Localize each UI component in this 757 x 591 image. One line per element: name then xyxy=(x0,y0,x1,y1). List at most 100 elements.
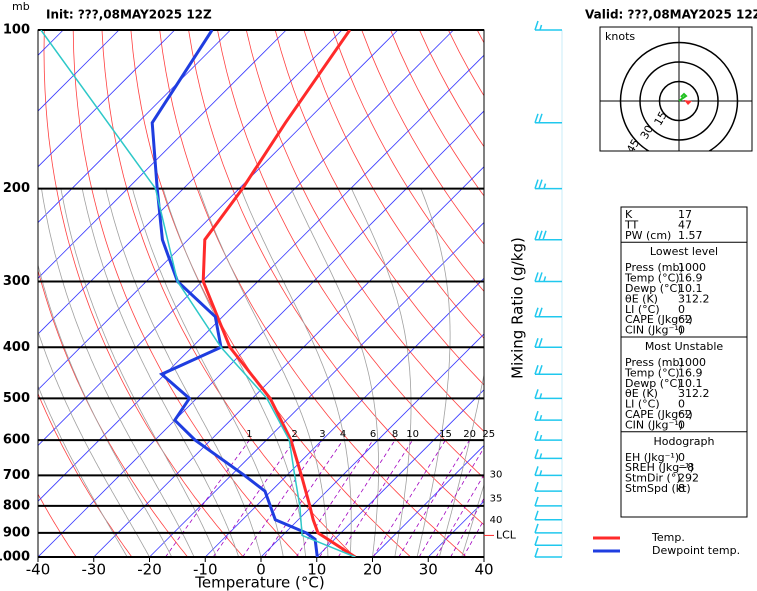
isotherm xyxy=(38,30,287,279)
wind-barb xyxy=(534,272,562,283)
barb-feather xyxy=(538,179,543,189)
index-name: StmDir (°) xyxy=(625,472,681,485)
mixing-ratio-label: Mixing Ratio (g/kg) xyxy=(509,237,527,379)
x-tick-label: -20 xyxy=(137,561,162,579)
moist-adiabat xyxy=(60,188,217,557)
index-value: −8 xyxy=(678,461,694,474)
mixing-ratio-tick-label: 4 xyxy=(340,429,346,440)
dry-adiabat xyxy=(303,30,484,339)
wind-barb xyxy=(534,410,562,421)
index-name: K xyxy=(625,208,633,221)
barb-feather xyxy=(539,393,543,399)
index-value: 8 xyxy=(678,482,685,495)
barb-feather xyxy=(534,449,539,459)
wind-barb xyxy=(534,113,562,124)
isotherm xyxy=(38,30,454,447)
index-value: 10.1 xyxy=(678,282,703,295)
isotherm xyxy=(38,30,231,224)
valid-time: Valid: ???,08MAY2025 12Z xyxy=(585,8,757,22)
wind-barb xyxy=(534,496,562,507)
barb-feather xyxy=(543,276,547,282)
dry-adiabat xyxy=(188,30,484,526)
isotherm xyxy=(38,110,484,557)
indices-table: K 17 TT 47 PW (cm) 1.57 Lowest level Press (mb)… xyxy=(621,208,747,495)
index-value: 1000 xyxy=(678,356,706,369)
indices-box xyxy=(620,206,748,518)
barb-feather xyxy=(539,414,543,421)
x-tick-label: 30 xyxy=(419,561,438,579)
y-tick-label: 200 xyxy=(3,181,30,196)
hodo-ring-label: 15 xyxy=(652,109,670,128)
index-value: 62 xyxy=(678,313,692,326)
mixing-ratio-tick-label: 6 xyxy=(370,429,376,440)
barb-feather xyxy=(534,20,539,31)
section-title: Lowest level xyxy=(650,245,718,258)
index-value: 16.9 xyxy=(678,272,703,285)
wind-barb xyxy=(534,20,562,31)
dry-adiabat xyxy=(332,30,484,292)
y-unit: mb xyxy=(12,0,30,13)
y-tick-label: 700 xyxy=(3,468,30,483)
wind-barb xyxy=(534,307,562,318)
index-name: Press (mb) xyxy=(625,261,684,274)
y-tick-label: 400 xyxy=(3,340,30,355)
index-value: 62 xyxy=(678,408,692,421)
hodo-trace xyxy=(678,92,688,102)
section-title: Hodograph xyxy=(654,435,715,448)
barb-feather xyxy=(534,466,539,476)
barb-feather xyxy=(534,536,539,546)
isotherm xyxy=(38,30,176,168)
index-value: 292 xyxy=(678,472,699,485)
index-name: CIN (Jkg⁻¹) xyxy=(625,418,683,431)
x-tick-label: 20 xyxy=(363,561,382,579)
isotherm xyxy=(38,30,343,335)
mixing-ratio-tick-label: 35 xyxy=(490,493,503,504)
index-name: θE (K) xyxy=(625,292,658,305)
mixing-ratio-line xyxy=(212,439,295,557)
index-name: CAPE (Jkg⁻¹) xyxy=(625,408,693,421)
barb-feather xyxy=(534,307,539,317)
barb-feather xyxy=(538,365,543,375)
hodo-ring-label: 45 xyxy=(624,137,642,156)
index-name: EH (Jkg⁻¹) xyxy=(625,451,679,464)
index-name: θE (K) xyxy=(625,387,658,400)
index-value: 0 xyxy=(678,418,685,431)
index-name: LI (°C) xyxy=(625,303,660,316)
index-value: 47 xyxy=(678,218,692,231)
y-tick-label: 800 xyxy=(3,498,30,513)
barb-feather xyxy=(542,230,547,240)
index-value: 0 xyxy=(678,303,685,316)
profiles: 1 2 3 4 6 8 10 15 20 2530354010020030040050060070… xyxy=(0,20,563,579)
moist-adiabat xyxy=(461,483,484,557)
index-value: 16.9 xyxy=(678,366,703,379)
barb-feather xyxy=(534,113,539,124)
mixing-ratio-tick-label: 8 xyxy=(392,429,398,440)
barb-feather xyxy=(543,183,547,189)
barb-feather xyxy=(539,470,543,476)
hodo-ring-label: 30 xyxy=(638,123,656,142)
mixing-ratio-tick-label: 20 xyxy=(463,429,476,440)
barb-feather xyxy=(538,307,543,317)
dry-adiabat xyxy=(274,30,484,386)
lcl-label: LCL xyxy=(496,528,517,541)
barb-feather xyxy=(538,272,543,282)
mixing-ratio-tick-label: 1 xyxy=(246,429,252,440)
storm-motion xyxy=(684,100,692,105)
index-name: SREH (Jkg⁻¹) xyxy=(625,461,694,474)
index-value: 10.1 xyxy=(678,377,703,390)
init-time: Init: ???,08MAY2025 12Z xyxy=(46,8,212,22)
isotherm xyxy=(38,54,484,502)
dry-adiabat xyxy=(245,30,484,432)
barb-feather xyxy=(534,179,539,189)
index-name: TT xyxy=(624,218,639,231)
hodo-ring xyxy=(658,80,700,122)
barb-feather xyxy=(539,24,543,31)
x-tick-label: -10 xyxy=(193,561,218,579)
isotherm xyxy=(38,30,399,391)
wind-barb xyxy=(534,338,562,349)
index-name: LI (°C) xyxy=(625,398,660,411)
barb-feather xyxy=(534,365,539,375)
wind-barb xyxy=(534,510,562,521)
